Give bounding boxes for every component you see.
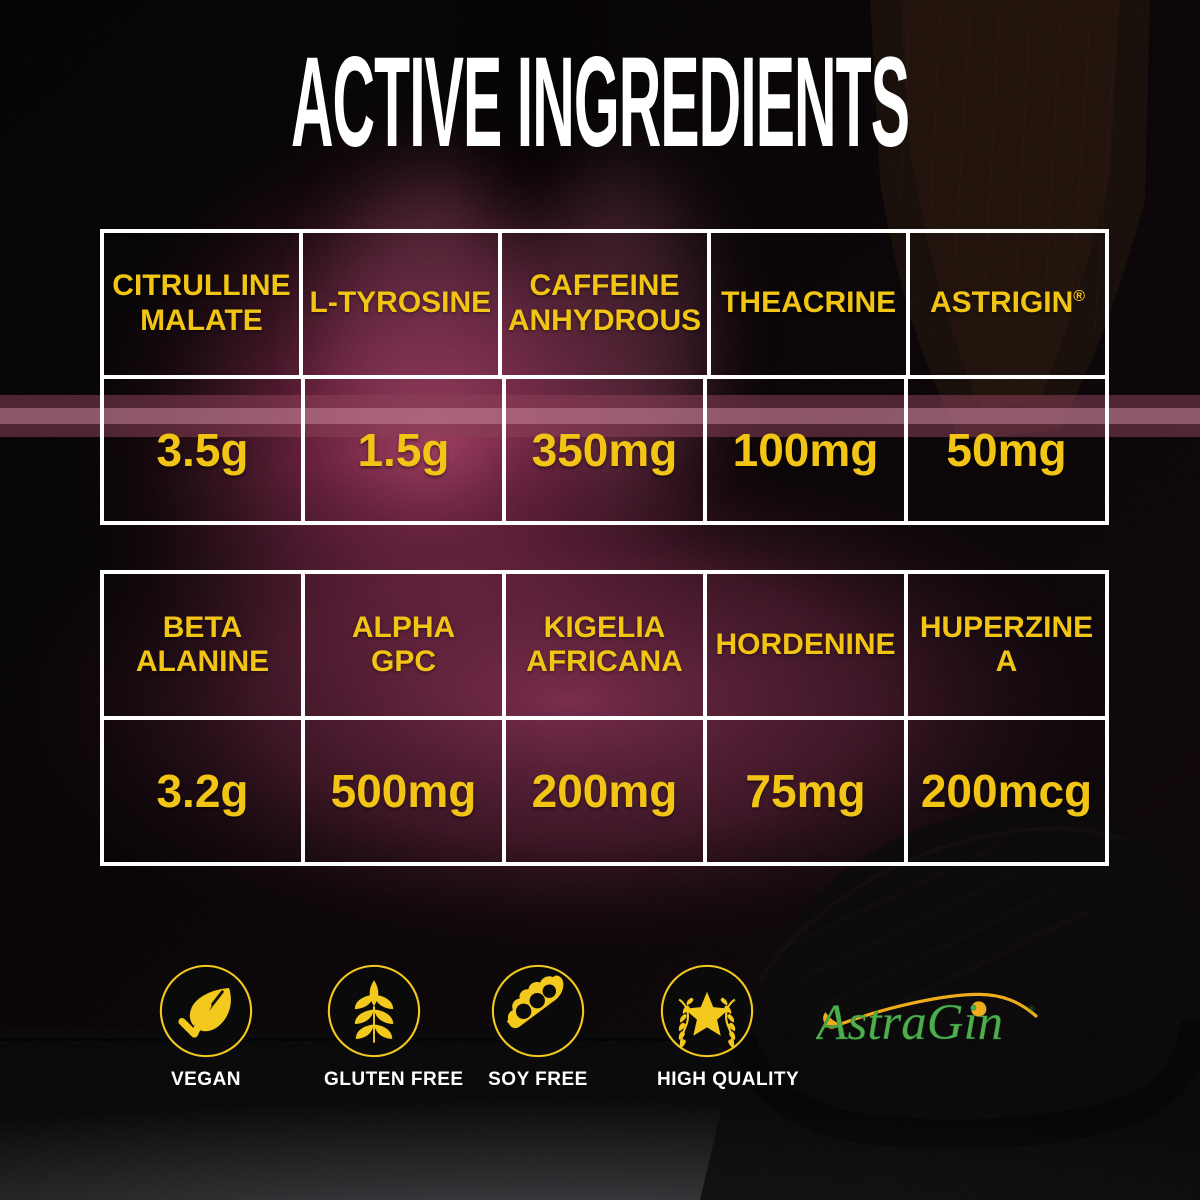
svg-text:AstraGin: AstraGin	[816, 995, 1003, 1051]
